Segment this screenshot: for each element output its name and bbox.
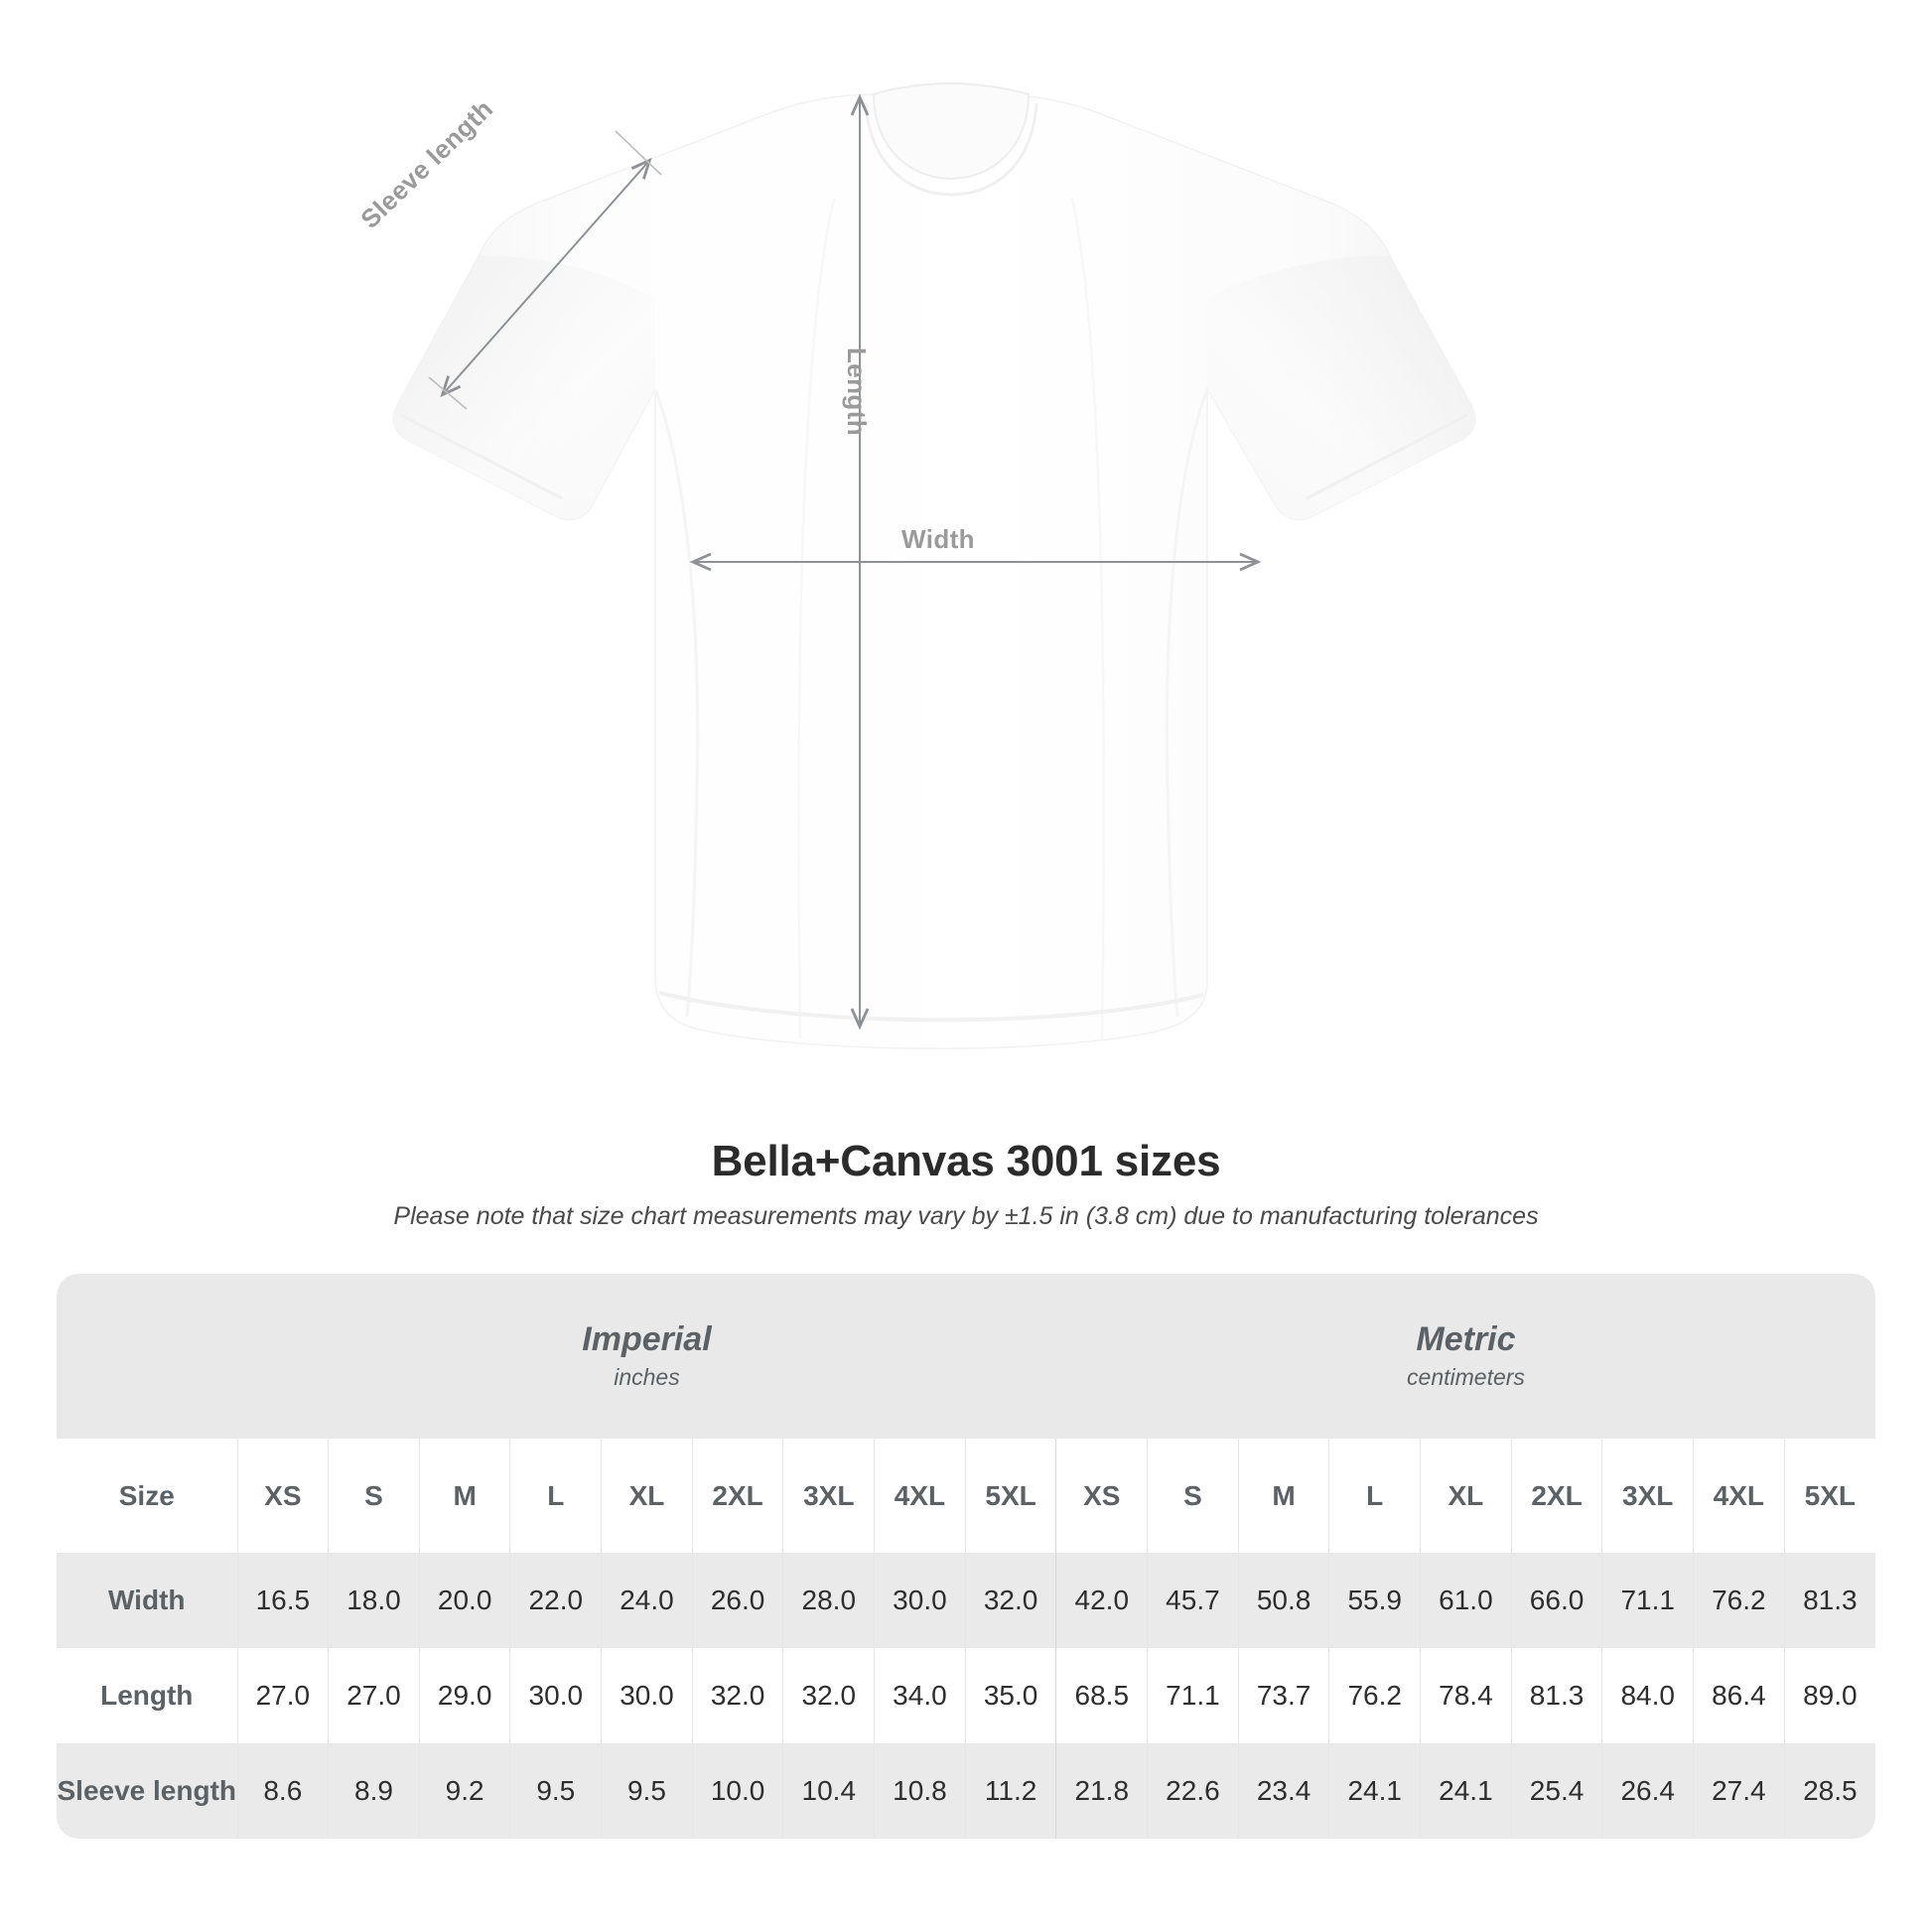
cell-width-imperial-m: 20.0 — [418, 1553, 510, 1648]
size-column-header-metric-3xl: 3XL — [1601, 1439, 1694, 1553]
cell-width-imperial-5xl: 32.0 — [964, 1553, 1056, 1648]
size-column-header-metric-xs: XS — [1055, 1439, 1148, 1553]
cell-width-imperial-2xl: 26.0 — [691, 1553, 783, 1648]
row-header-length: Length — [57, 1648, 237, 1743]
size-header-row: Size XS S M L XL 2XL 3XL 4XL 5XL XS S M L XL 2XL 3XL 4XL 5… — [57, 1439, 1875, 1553]
size-column-header-imperial-xl: XL — [601, 1439, 693, 1553]
cell-length-imperial-xs: 27.0 — [236, 1648, 329, 1743]
cell-width-metric-m: 50.8 — [1237, 1553, 1329, 1648]
cell-length-imperial-l: 30.0 — [509, 1648, 602, 1743]
size-column-header-metric-4xl: 4XL — [1693, 1439, 1785, 1553]
cell-sleeve-length-metric-5xl: 28.5 — [1783, 1743, 1875, 1839]
size-column-header-metric-xl: XL — [1420, 1439, 1512, 1553]
cell-length-metric-2xl: 81.3 — [1510, 1648, 1602, 1743]
cell-sleeve-length-metric-l: 24.1 — [1328, 1743, 1421, 1839]
cell-sleeve-length-imperial-3xl: 10.4 — [782, 1743, 875, 1839]
cell-width-imperial-s: 18.0 — [328, 1553, 420, 1648]
cell-length-metric-xl: 78.4 — [1420, 1648, 1512, 1743]
cell-sleeve-length-metric-4xl: 27.4 — [1693, 1743, 1785, 1839]
tolerance-note: Please note that size chart measurements… — [393, 1202, 1539, 1230]
size-column-header-metric-l: L — [1328, 1439, 1421, 1553]
size-column-header-metric-m: M — [1237, 1439, 1329, 1553]
cell-sleeve-length-imperial-l: 9.5 — [509, 1743, 602, 1839]
size-header-label: Size — [57, 1439, 237, 1553]
cell-sleeve-length-imperial-4xl: 10.8 — [874, 1743, 966, 1839]
cell-sleeve-length-imperial-xs: 8.6 — [236, 1743, 329, 1839]
unit-row-spacer — [57, 1274, 237, 1439]
cell-length-metric-5xl: 89.0 — [1783, 1648, 1875, 1743]
cell-width-metric-l: 55.9 — [1328, 1553, 1421, 1648]
size-column-header-imperial-3xl: 3XL — [782, 1439, 875, 1553]
size-column-header-imperial-m: M — [418, 1439, 510, 1553]
unit-name: Imperial — [582, 1319, 712, 1358]
cell-sleeve-length-imperial-5xl: 11.2 — [964, 1743, 1056, 1839]
unit-subtitle: centimeters — [1407, 1364, 1525, 1390]
cell-sleeve-length-imperial-xl: 9.5 — [601, 1743, 693, 1839]
cell-width-metric-xl: 61.0 — [1420, 1553, 1512, 1648]
row-header-sleeve-length: Sleeve length — [57, 1743, 237, 1839]
cell-width-metric-3xl: 71.1 — [1601, 1553, 1694, 1648]
cell-length-metric-3xl: 84.0 — [1601, 1648, 1694, 1743]
cell-sleeve-length-metric-xl: 24.1 — [1420, 1743, 1512, 1839]
cell-width-imperial-l: 22.0 — [509, 1553, 602, 1648]
cell-sleeve-length-imperial-s: 8.9 — [328, 1743, 420, 1839]
size-chart-table-wrapper: Imperial inches Metric centimeters Size XS S M L… — [57, 1274, 1875, 1839]
cell-sleeve-length-imperial-m: 9.2 — [418, 1743, 510, 1839]
size-column-header-metric-s: S — [1147, 1439, 1239, 1553]
unit-header-row: Imperial inches Metric centimeters — [57, 1274, 1875, 1439]
cell-length-imperial-xl: 30.0 — [601, 1648, 693, 1743]
size-column-header-metric-5xl: 5XL — [1783, 1439, 1875, 1553]
cell-width-imperial-xs: 16.5 — [236, 1553, 329, 1648]
table-row: Length 27.0 27.0 29.0 30.0 30.0 32.0 32.0 34.0 35… — [57, 1648, 1875, 1743]
unit-name: Metric — [1416, 1319, 1516, 1358]
unit-header-metric: Metric centimeters — [1055, 1274, 1875, 1439]
cell-length-imperial-5xl: 35.0 — [964, 1648, 1056, 1743]
size-column-header-imperial-s: S — [328, 1439, 420, 1553]
title-block: Bella+Canvas 3001 sizes Please note that… — [0, 1137, 1932, 1231]
cell-width-metric-s: 45.7 — [1147, 1553, 1239, 1648]
cell-length-imperial-3xl: 32.0 — [782, 1648, 875, 1743]
size-column-header-imperial-xs: XS — [236, 1439, 329, 1553]
tshirt-diagram: Sleeve length Length Width — [354, 81, 1476, 1049]
width-label: Width — [901, 524, 975, 554]
cell-width-imperial-xl: 24.0 — [601, 1553, 693, 1648]
page-title: Bella+Canvas 3001 sizes — [711, 1137, 1221, 1185]
cell-length-imperial-2xl: 32.0 — [691, 1648, 783, 1743]
cell-sleeve-length-metric-m: 23.4 — [1237, 1743, 1329, 1839]
size-column-header-imperial-2xl: 2XL — [691, 1439, 783, 1553]
cell-sleeve-length-metric-2xl: 25.4 — [1510, 1743, 1602, 1839]
unit-header-imperial: Imperial inches — [237, 1274, 1056, 1439]
shirt-silhouette — [392, 81, 1476, 1049]
cell-width-imperial-4xl: 30.0 — [874, 1553, 966, 1648]
size-column-header-imperial-5xl: 5XL — [964, 1439, 1056, 1553]
cell-width-metric-4xl: 76.2 — [1693, 1553, 1785, 1648]
cell-sleeve-length-imperial-2xl: 10.0 — [691, 1743, 783, 1839]
cell-length-imperial-4xl: 34.0 — [874, 1648, 966, 1743]
cell-sleeve-length-metric-xs: 21.8 — [1055, 1743, 1148, 1839]
cell-sleeve-length-metric-s: 22.6 — [1147, 1743, 1239, 1839]
size-column-header-imperial-l: L — [509, 1439, 602, 1553]
tshirt-illustration — [392, 81, 1476, 1049]
cell-width-imperial-3xl: 28.0 — [782, 1553, 875, 1648]
cell-length-imperial-s: 27.0 — [328, 1648, 420, 1743]
size-chart-table: Imperial inches Metric centimeters Size XS S M L… — [57, 1274, 1875, 1839]
sleeve-length-dimension-line — [428, 130, 662, 410]
table-row: Sleeve length 8.6 8.9 9.2 9.5 9.5 10.0 10.4 10.8… — [57, 1743, 1875, 1839]
cell-width-metric-2xl: 66.0 — [1510, 1553, 1602, 1648]
cell-length-metric-s: 71.1 — [1147, 1648, 1239, 1743]
table-row: Width 16.5 18.0 20.0 22.0 24.0 26.0 28.0 30.0 32.… — [57, 1553, 1875, 1648]
size-column-header-imperial-4xl: 4XL — [874, 1439, 966, 1553]
cell-length-metric-4xl: 86.4 — [1693, 1648, 1785, 1743]
cell-sleeve-length-metric-3xl: 26.4 — [1601, 1743, 1694, 1839]
cell-length-metric-xs: 68.5 — [1055, 1648, 1148, 1743]
size-column-header-metric-2xl: 2XL — [1510, 1439, 1602, 1553]
cell-length-metric-m: 73.7 — [1237, 1648, 1329, 1743]
length-label: Length — [842, 347, 872, 437]
cell-width-metric-5xl: 81.3 — [1783, 1553, 1875, 1648]
cell-length-metric-l: 76.2 — [1328, 1648, 1421, 1743]
unit-subtitle: inches — [614, 1364, 680, 1390]
cell-length-imperial-m: 29.0 — [418, 1648, 510, 1743]
row-header-width: Width — [57, 1553, 237, 1648]
cell-width-metric-xs: 42.0 — [1055, 1553, 1148, 1648]
